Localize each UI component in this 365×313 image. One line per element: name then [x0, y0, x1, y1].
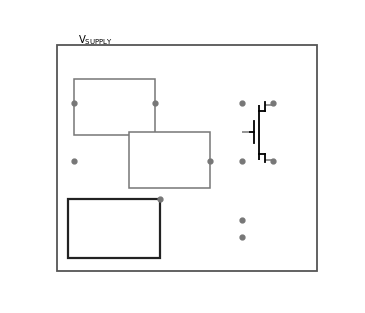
- Text: SHDN: SHDN: [101, 118, 128, 127]
- Text: V$_{\mathregular{CORE}}$: V$_{\mathregular{CORE}}$: [277, 154, 307, 168]
- Text: DC SUPPLY: DC SUPPLY: [89, 88, 140, 97]
- Text: DC SUPPLY: DC SUPPLY: [144, 141, 195, 150]
- Bar: [129, 131, 210, 188]
- Text: SHDN: SHDN: [156, 171, 183, 180]
- Text: V$_{\mathregular{I/O}}$: V$_{\mathregular{I/O}}$: [277, 96, 297, 111]
- Text: TRACKING: TRACKING: [90, 231, 138, 240]
- Text: MAXIM: MAXIM: [88, 204, 141, 217]
- Bar: [68, 199, 160, 258]
- Text: 3.3V I/O: 3.3V I/O: [95, 101, 133, 110]
- Text: V$_{\mathregular{SUPPLY}}$: V$_{\mathregular{SUPPLY}}$: [78, 33, 113, 47]
- Text: MAX5039: MAX5039: [89, 219, 139, 228]
- Text: CONTROLLER: CONTROLLER: [82, 243, 146, 252]
- Bar: [74, 79, 154, 135]
- Text: 1.8V CORE: 1.8V CORE: [144, 154, 195, 163]
